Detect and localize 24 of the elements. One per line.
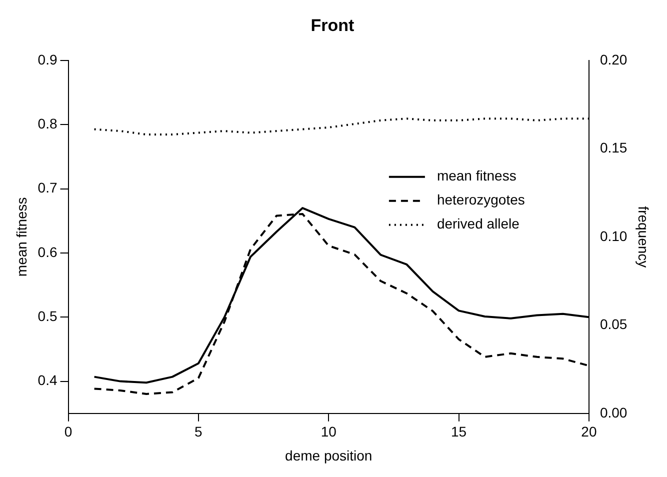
y-tick-label: 0.9 xyxy=(38,51,58,68)
y-tick-label: 0.6 xyxy=(38,244,58,260)
x-tick-label: 15 xyxy=(450,424,467,440)
y-tick-label: 0.4 xyxy=(38,372,58,388)
x-tick-label: 5 xyxy=(194,424,203,440)
legend-label: heterozygotes xyxy=(436,192,525,208)
x-axis-title: deme position xyxy=(285,447,372,464)
x-tick-label: 0 xyxy=(64,424,72,440)
y-tick-label: 0.8 xyxy=(38,115,58,132)
y2-tick-label: 0.05 xyxy=(600,316,628,332)
y2-axis-title: frequency xyxy=(636,206,652,268)
x-tick-label: 10 xyxy=(320,424,337,440)
y-axis-title: mean fitness xyxy=(13,197,30,277)
y-tick-label: 0.7 xyxy=(38,180,58,196)
y2-tick-label: 0.00 xyxy=(600,404,628,420)
y2-tick-label: 0.15 xyxy=(600,140,628,156)
y2-tick-label: 0.20 xyxy=(600,51,628,68)
legend-label: mean fitness xyxy=(436,168,516,184)
y2-tick-label: 0.10 xyxy=(600,228,628,244)
y-tick-label: 0.5 xyxy=(38,308,58,324)
legend-label: derived allele xyxy=(436,216,520,232)
x-tick-label: 20 xyxy=(581,424,597,440)
chart-title: Front xyxy=(310,16,355,35)
line-series xyxy=(93,118,589,136)
